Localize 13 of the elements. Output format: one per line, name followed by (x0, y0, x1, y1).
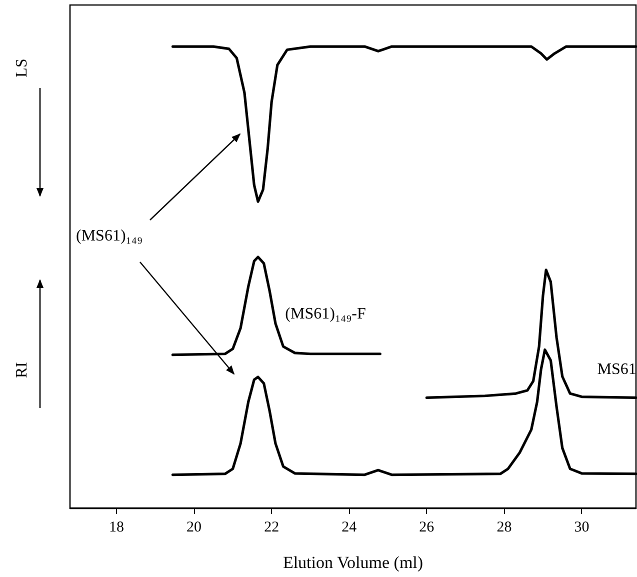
x-tick-label: 30 (574, 520, 590, 536)
x-tick-label: 22 (264, 520, 280, 536)
x-tick-label: 18 (109, 520, 124, 536)
text: LS (14, 58, 30, 78)
x-tick-label: 20 (186, 520, 202, 536)
text: RI (14, 362, 30, 378)
x-tick-label: 26 (419, 520, 435, 536)
x-tick-label: 24 (342, 520, 358, 536)
x-tick-label: 28 (496, 520, 512, 536)
series-label: (MS61)₁₄₉-F (285, 306, 366, 323)
annotation: (MS61)₁₄₉ (76, 228, 143, 244)
x-axis-title: Elution Volume (ml) (282, 553, 424, 572)
series-label: MS61 (597, 361, 636, 378)
